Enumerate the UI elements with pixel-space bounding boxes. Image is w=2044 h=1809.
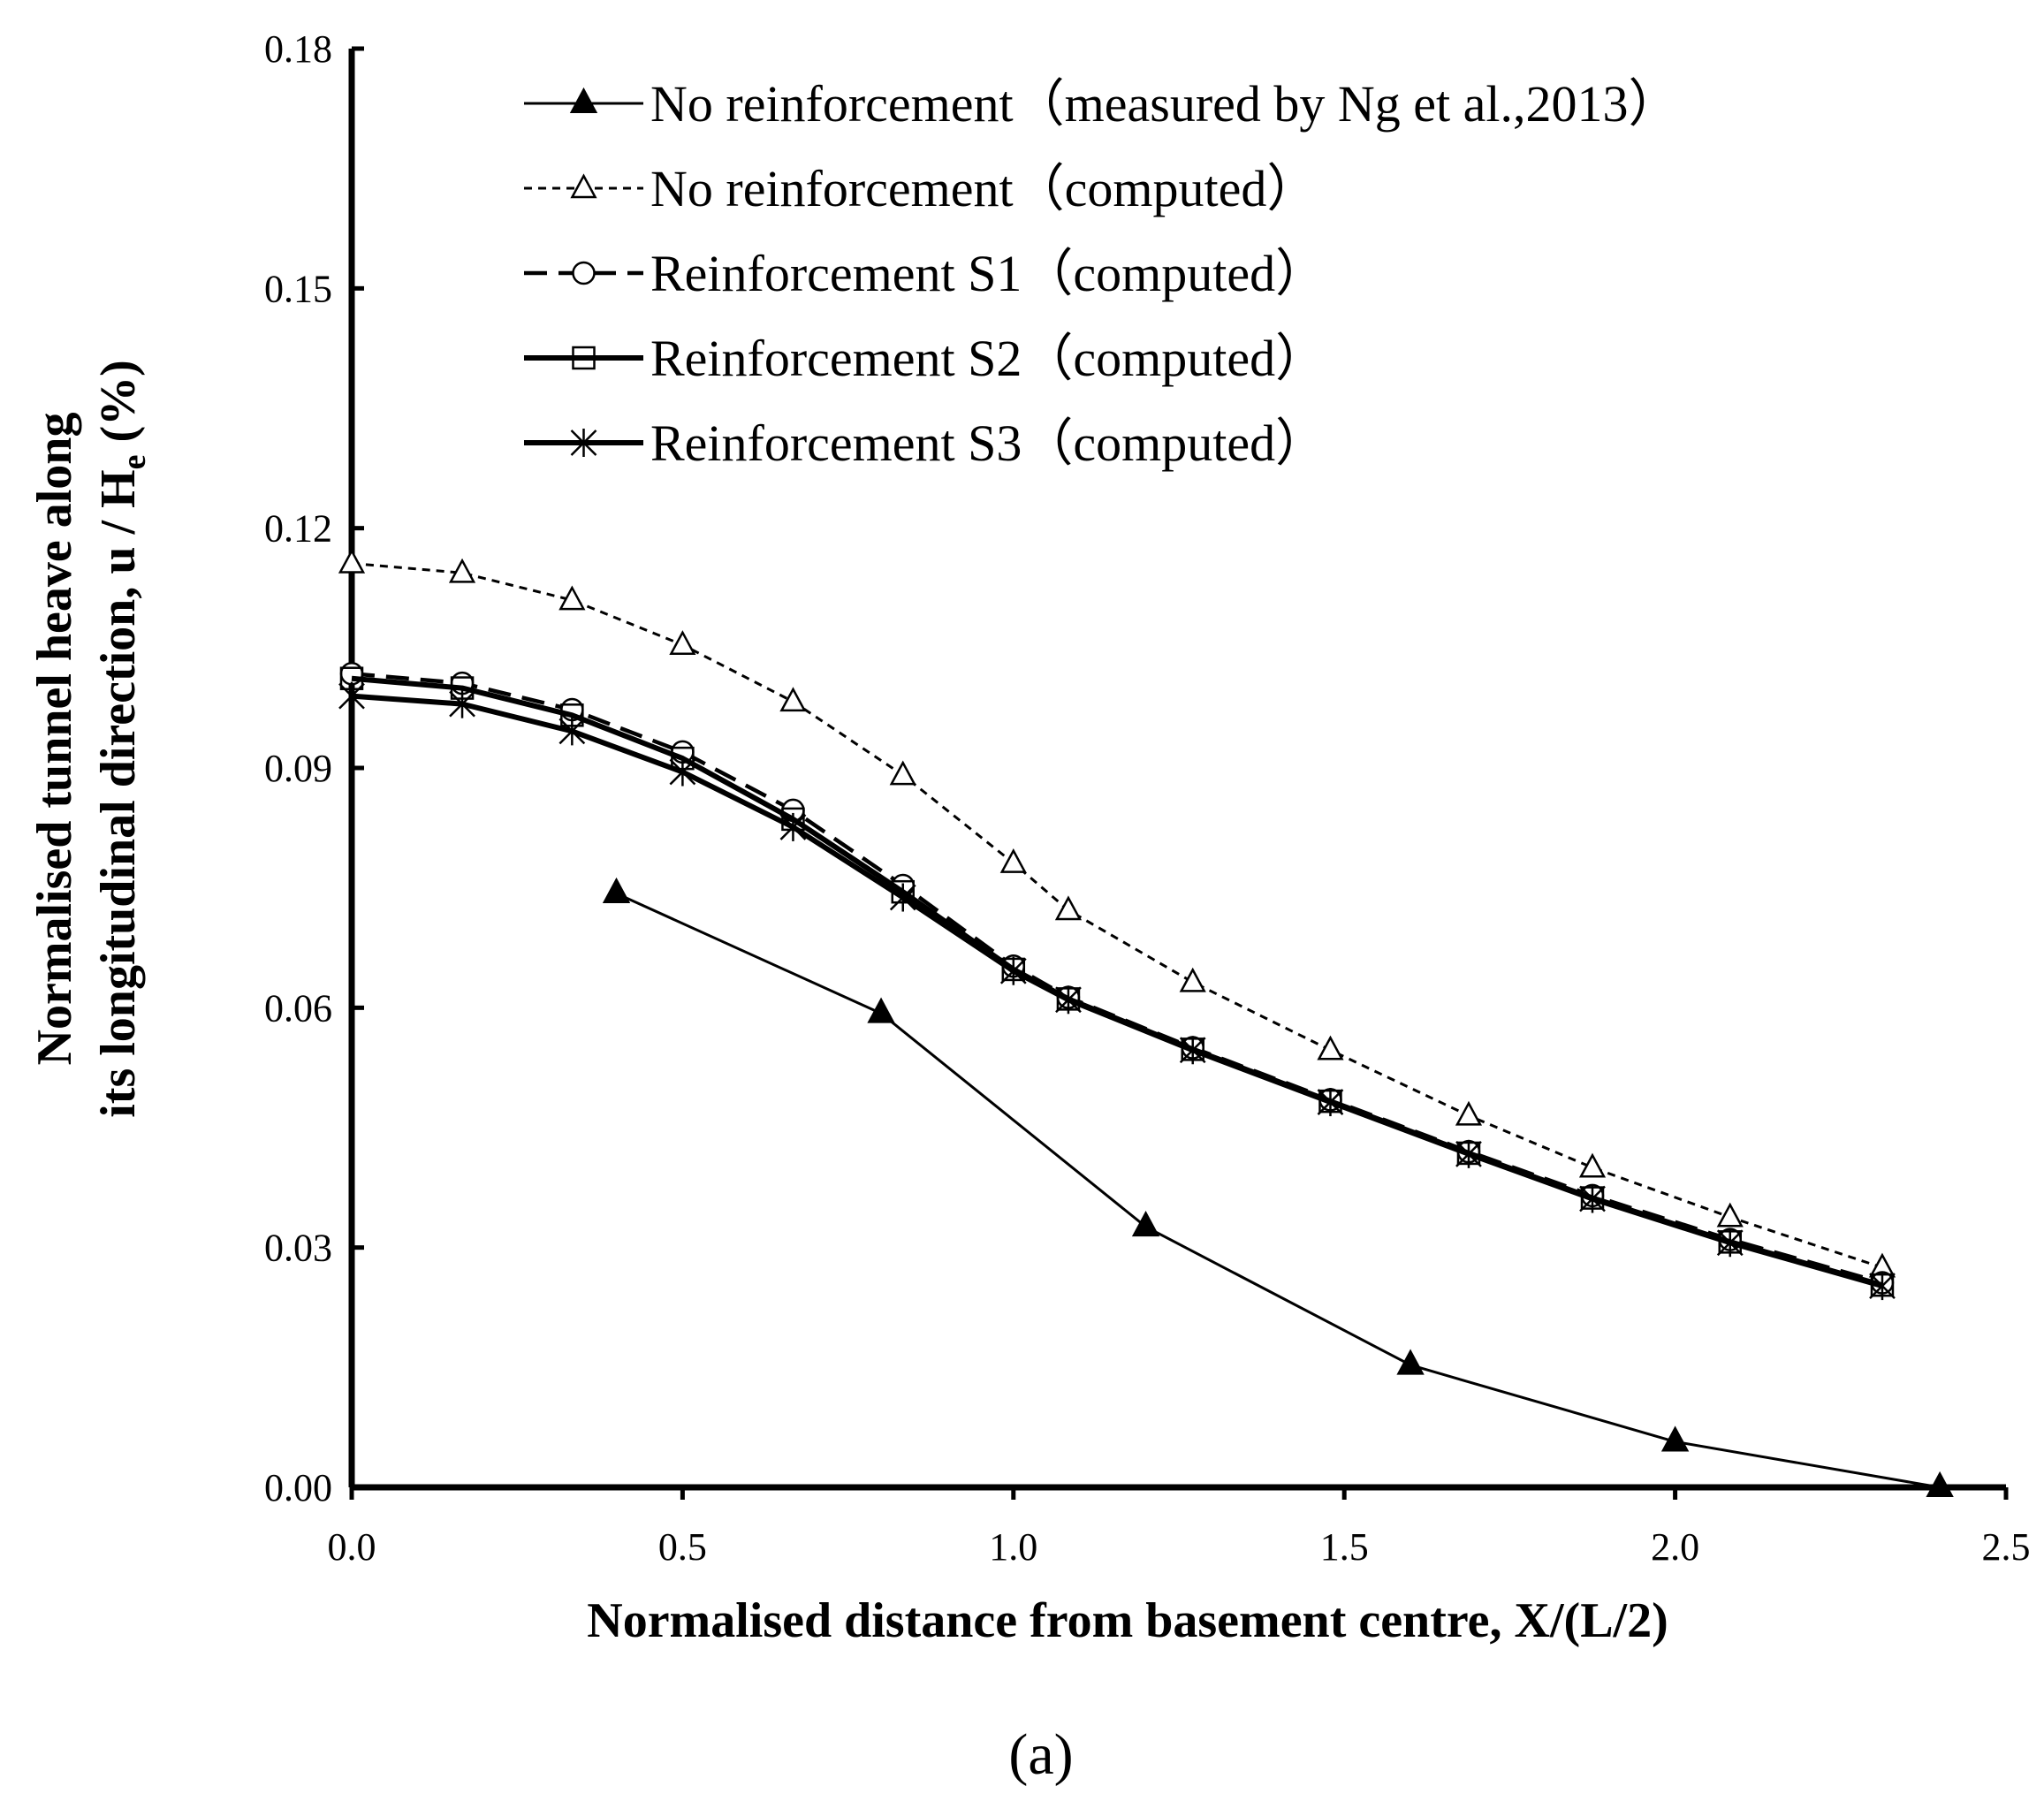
open-triangle-marker <box>999 848 1027 873</box>
asterisk-marker <box>1317 1088 1344 1117</box>
asterisk-marker <box>338 681 365 711</box>
y-tick-label: 0.06 <box>264 986 332 1030</box>
open-triangle-marker <box>889 760 916 786</box>
asterisk-marker <box>999 956 1027 985</box>
filled-triangle-marker <box>602 877 631 903</box>
x-tick-label: 0.5 <box>658 1525 707 1569</box>
series-line <box>351 693 1883 1288</box>
asterisk-marker <box>669 757 696 787</box>
filled-triangle-marker <box>1396 1349 1425 1375</box>
legend-label: Reinforcement S3（computed） <box>650 414 1326 472</box>
filled-triangle-marker <box>867 997 895 1023</box>
asterisk-marker <box>779 812 807 841</box>
x-tick-label: 1.5 <box>1320 1525 1369 1569</box>
open-triangle-marker <box>669 630 696 655</box>
y-ticks: 0.00 0.03 0.06 0.09 0.12 0.15 0.18 <box>264 27 364 1509</box>
legend-item: Reinforcement S2（computed） <box>524 330 1326 387</box>
asterisk-marker <box>1869 1272 1896 1301</box>
y-tick-label: 0.15 <box>264 267 332 310</box>
legend-item: Reinforcement S1（computed） <box>524 245 1326 302</box>
legend-item: No reinforcement（computed） <box>524 160 1318 217</box>
open-triangle-marker <box>1455 1100 1483 1126</box>
open-triangle-marker <box>1578 1152 1607 1178</box>
legend-label: Reinforcement S1（computed） <box>650 245 1326 302</box>
legend-asterisk-marker <box>570 429 597 457</box>
open-triangle-marker <box>338 548 366 574</box>
legend-label: Reinforcement S2（computed） <box>650 330 1326 387</box>
asterisk-marker <box>889 883 916 912</box>
asterisk-marker <box>558 717 586 746</box>
y-axis-title-subscript: e <box>116 455 153 470</box>
series-1 <box>602 877 1954 1497</box>
asterisk-marker <box>1716 1228 1744 1258</box>
filled-triangle-marker <box>1926 1471 1954 1497</box>
asterisk-marker <box>1179 1036 1206 1065</box>
x-tick-label: 0.0 <box>328 1525 376 1569</box>
open-triangle-marker <box>1716 1202 1744 1228</box>
series-line <box>351 562 1883 1269</box>
series-line <box>615 892 1941 1489</box>
y-axis-title-unit: (%) <box>91 360 146 454</box>
series-5 <box>338 681 1896 1301</box>
asterisk-marker <box>1455 1139 1482 1168</box>
legend-label: No reinforcement（computed） <box>650 160 1318 217</box>
legend: No reinforcement（measured by Ng et al.,2… <box>524 75 1679 472</box>
open-triangle-marker <box>1317 1035 1344 1060</box>
x-tick-label: 2.5 <box>1982 1525 2031 1569</box>
legend-item: Reinforcement S3（computed） <box>524 414 1326 472</box>
asterisk-marker <box>1055 985 1082 1015</box>
open-triangle-marker <box>558 585 586 611</box>
legend-open-circle-marker <box>572 261 596 285</box>
legend-filled-triangle-marker <box>569 87 598 113</box>
asterisk-marker <box>1579 1184 1606 1213</box>
y-axis-title-line-2: its longitudinal direction, u / He (%) <box>91 360 153 1118</box>
y-tick-label: 0.12 <box>264 507 332 551</box>
x-tick-label: 2.0 <box>1651 1525 1699 1569</box>
y-axis-title-line-1: Normalised tunnel heave along <box>27 413 82 1066</box>
legend-item: No reinforcement（measured by Ng et al.,2… <box>524 75 1679 133</box>
open-triangle-marker <box>1054 895 1083 921</box>
y-axis-title-main: its longitudinal direction, u / H <box>91 469 146 1117</box>
x-ticks: 0.0 0.5 1.0 1.5 2.0 2.5 <box>328 1487 2031 1569</box>
asterisk-marker <box>449 689 475 718</box>
x-tick-label: 1.0 <box>989 1525 1037 1569</box>
filled-triangle-marker <box>1131 1211 1160 1237</box>
series-layer <box>338 548 1954 1497</box>
x-axis-title: Normalised distance from basement centre… <box>587 1593 1668 1648</box>
open-triangle-marker <box>779 687 807 712</box>
y-tick-label: 0.18 <box>264 27 332 71</box>
series-2 <box>338 548 1896 1278</box>
legend-open-square-marker <box>572 346 596 370</box>
y-tick-label: 0.00 <box>264 1466 332 1509</box>
figure-caption: (a) <box>1008 1722 1073 1787</box>
legend-open-triangle-marker <box>570 173 597 199</box>
open-triangle-marker <box>448 558 476 583</box>
open-triangle-marker <box>1179 967 1206 992</box>
legend-label: No reinforcement（measured by Ng et al.,2… <box>650 75 1679 133</box>
y-tick-label: 0.09 <box>264 747 332 790</box>
y-axis-title: Normalised tunnel heave along its longit… <box>27 360 153 1118</box>
y-tick-label: 0.03 <box>264 1227 332 1270</box>
filled-triangle-marker <box>1660 1425 1690 1452</box>
